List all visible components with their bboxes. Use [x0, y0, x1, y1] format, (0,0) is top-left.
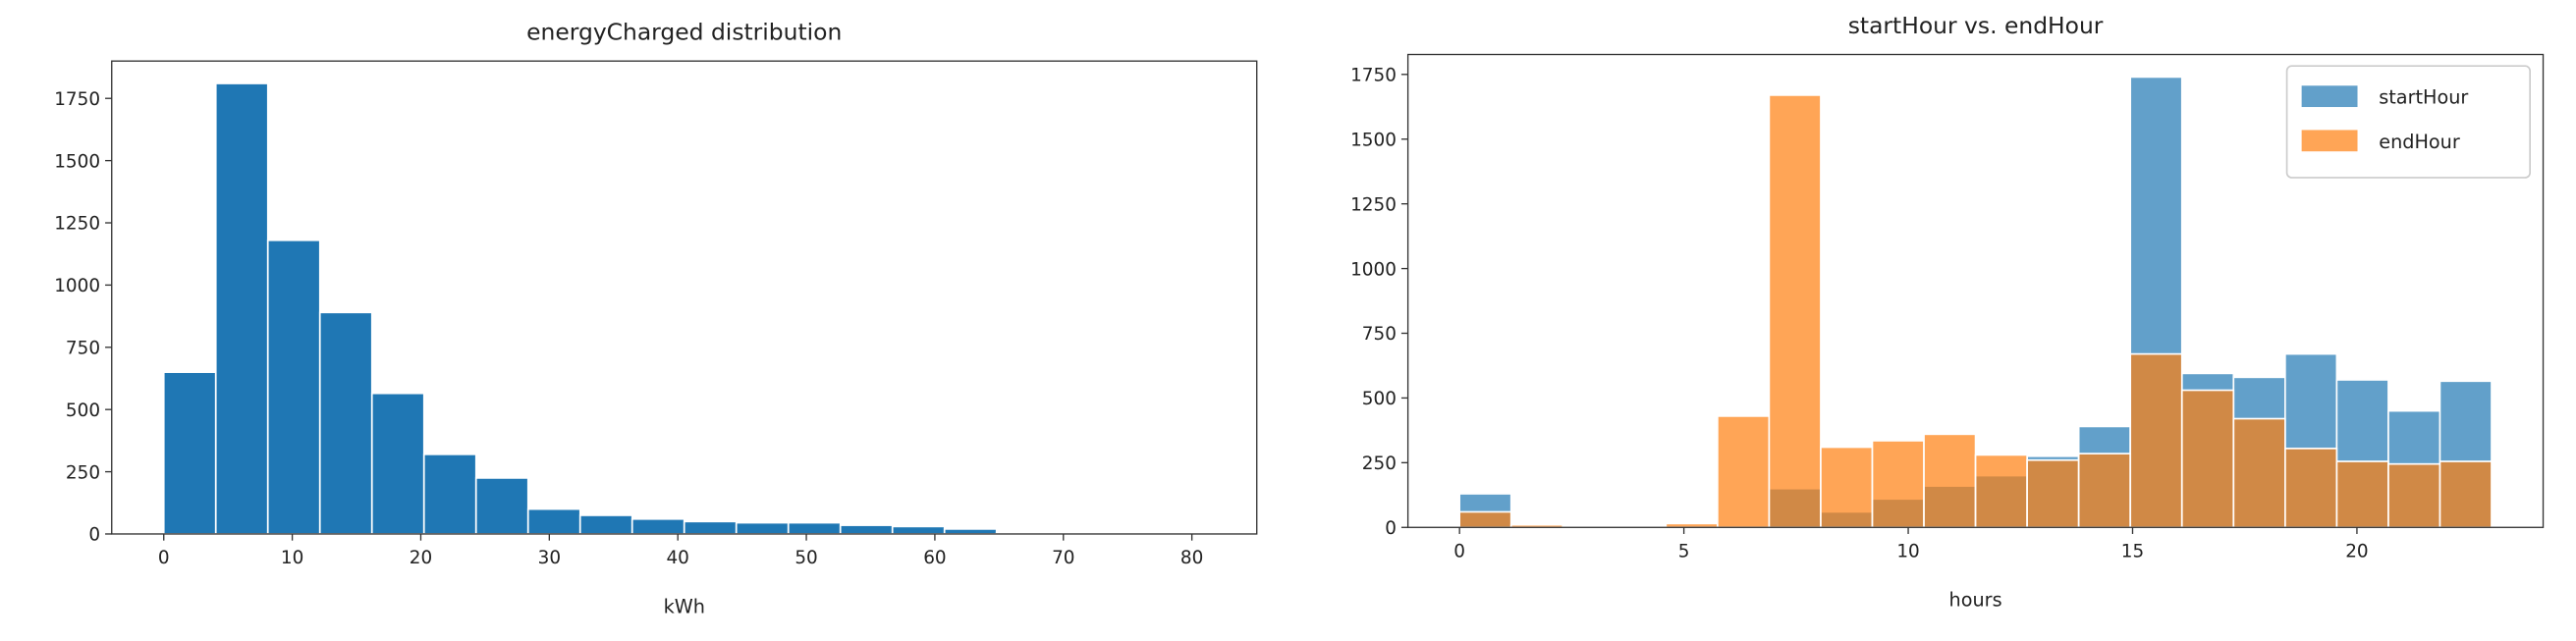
x-tick-label: 60 — [923, 548, 946, 568]
x-tick-label: 5 — [1678, 541, 1690, 561]
histogram-bar — [683, 520, 738, 535]
y-tick-label: 1250 — [54, 214, 100, 235]
histogram-bar — [2335, 460, 2389, 529]
legend-swatch — [2301, 130, 2358, 152]
chart-title: startHour vs. endHour — [1848, 12, 2104, 39]
y-tick-label: 1000 — [1350, 259, 1397, 280]
legend: startHour endHour — [2285, 65, 2531, 179]
chart-panel: energyCharged distribution kWh 0 10 20 30 40 50… — [54, 18, 1258, 617]
histogram-bar — [735, 521, 790, 535]
plot-frame — [1406, 53, 2545, 528]
y-tick-label: 500 — [1362, 389, 1397, 409]
histogram-bar — [2180, 389, 2235, 529]
x-tick-label: 70 — [1052, 548, 1074, 568]
y-tick-label: 0 — [88, 525, 100, 546]
histogram-bar — [1923, 433, 1977, 529]
y-tick-label: 250 — [1362, 454, 1397, 474]
x-tick-label: 50 — [795, 548, 817, 568]
histogram-bar — [630, 517, 685, 535]
histogram-bar — [943, 528, 998, 535]
x-tick-label: 10 — [1896, 541, 1919, 561]
plot-frame — [111, 60, 1258, 535]
histogram-bar — [1458, 510, 1512, 529]
legend-swatch — [2301, 85, 2358, 108]
x-tick-label: 0 — [158, 548, 170, 568]
y-tick-label: 250 — [66, 462, 100, 483]
x-tick-label: 20 — [2345, 541, 2368, 561]
histogram-bar — [2129, 352, 2183, 529]
y-tick-label: 1750 — [1350, 65, 1397, 85]
histogram-bar — [2283, 448, 2338, 529]
y-tick-label: 1000 — [54, 276, 100, 296]
histogram-bar — [474, 477, 529, 535]
histogram-bar — [891, 525, 946, 535]
x-tick-label: 20 — [410, 548, 432, 568]
x-axis-label: kWh — [664, 595, 705, 617]
histogram-bar — [318, 311, 373, 535]
legend-label: endHour — [2379, 131, 2460, 153]
x-tick-label: 10 — [281, 548, 303, 568]
x-tick-label: 30 — [538, 548, 561, 568]
y-tick-label: 750 — [66, 338, 100, 358]
histogram-bar — [422, 453, 477, 535]
x-tick-label: 15 — [2121, 541, 2144, 561]
histogram-bar — [2077, 453, 2132, 529]
histogram-bar — [266, 239, 321, 535]
histogram-bar — [526, 507, 581, 535]
histogram-bar — [839, 524, 894, 535]
histogram-bar — [1871, 440, 1925, 529]
chart-panel: startHour vs. endHour hours 0 5 10 15 20 0 250 50… — [1350, 12, 2545, 612]
x-tick-label: 80 — [1180, 548, 1203, 568]
histogram-bar — [1974, 454, 2028, 529]
legend-frame — [2285, 65, 2531, 179]
histogram-bar — [1768, 94, 1822, 529]
y-tick-label: 500 — [66, 401, 100, 421]
y-tick-label: 1250 — [1350, 194, 1397, 215]
x-axis-label: hours — [1949, 589, 2002, 612]
histogram-bar — [2387, 462, 2441, 529]
x-tick-label: 40 — [666, 548, 688, 568]
histogram-bar — [370, 392, 425, 535]
chart-title: energyCharged distribution — [526, 18, 842, 45]
histogram-bar — [2232, 417, 2286, 529]
y-tick-label: 750 — [1362, 324, 1397, 345]
legend-label: startHour — [2379, 86, 2468, 109]
histogram-bar — [578, 514, 633, 535]
y-tick-label: 1500 — [54, 151, 100, 172]
y-tick-label: 1750 — [54, 89, 100, 110]
histogram-bar — [787, 521, 842, 535]
histogram-bar — [162, 371, 217, 535]
histogram-bar — [1820, 446, 1874, 529]
histogram-bar — [214, 82, 269, 535]
histogram-bar — [2439, 460, 2493, 529]
histogram-bar — [2026, 458, 2080, 529]
x-tick-label: 0 — [1453, 541, 1465, 561]
y-tick-label: 0 — [1385, 518, 1397, 539]
histogram-bar — [1717, 415, 1771, 529]
y-tick-label: 1500 — [1350, 130, 1397, 150]
